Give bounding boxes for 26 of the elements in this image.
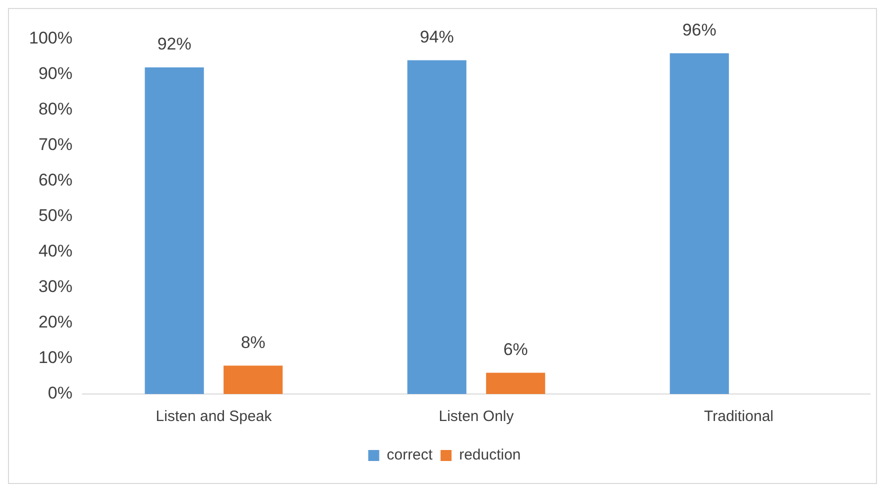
data-label: 96% xyxy=(682,20,716,40)
data-label: 8% xyxy=(240,332,266,352)
bar xyxy=(224,366,283,394)
y-tick-label: 90% xyxy=(38,64,72,84)
y-tick-label: 80% xyxy=(38,100,72,119)
x-tick-label: Traditional xyxy=(704,408,774,426)
y-tick-label: 60% xyxy=(38,170,72,190)
bar xyxy=(144,67,204,394)
data-label: 94% xyxy=(420,27,454,46)
data-label: 6% xyxy=(503,340,528,359)
x-tick-label: Listen Only xyxy=(438,408,514,426)
bar xyxy=(486,372,546,394)
bar xyxy=(670,53,729,394)
legend-label: correct xyxy=(386,446,434,464)
x-tick-label: Listen and Speak xyxy=(156,408,272,426)
legend-label: reduction xyxy=(459,446,521,464)
y-tick-label: 100% xyxy=(28,28,72,48)
y-tick-label: 70% xyxy=(38,135,72,154)
y-tick-label: 20% xyxy=(38,312,72,332)
y-tick-label: 0% xyxy=(48,384,72,403)
data-label: 92% xyxy=(157,34,192,54)
y-tick-label: 10% xyxy=(38,348,72,368)
y-tick-label: 50% xyxy=(38,206,72,226)
y-tick-label: 30% xyxy=(38,277,72,296)
bar xyxy=(407,60,466,394)
y-tick-label: 40% xyxy=(38,242,72,261)
